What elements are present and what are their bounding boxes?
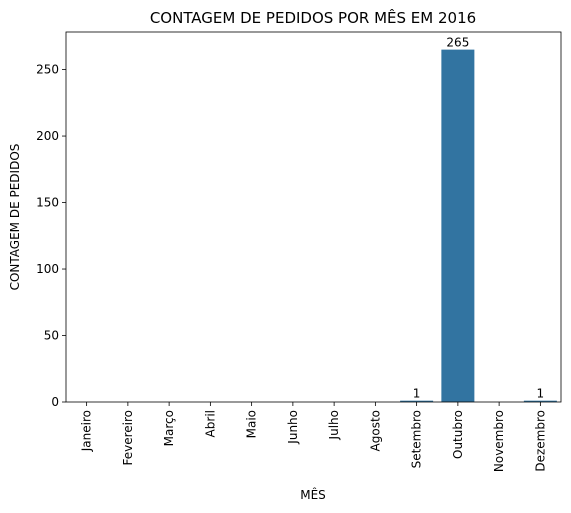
x-tick-label: Janeiro <box>80 410 94 452</box>
y-tick-label: 0 <box>51 395 59 409</box>
y-tick-label: 250 <box>36 63 59 77</box>
data-label-outubro: 265 <box>446 36 469 50</box>
x-tick-label: Maio <box>245 410 259 438</box>
bar-outubro <box>441 49 475 402</box>
y-tick-label: 100 <box>36 262 59 276</box>
bar-setembro <box>400 400 434 402</box>
y-axis-label: CONTAGEM DE PEDIDOS <box>8 144 22 291</box>
data-label-setembro: 1 <box>413 387 421 401</box>
x-tick-label: Fevereiro <box>121 410 135 466</box>
x-tick-label: Março <box>162 410 176 446</box>
x-tick-label: Abril <box>203 410 217 437</box>
x-tick-label: Setembro <box>410 410 424 468</box>
x-tick-label: Outubro <box>451 410 465 459</box>
x-tick-label: Junho <box>286 410 300 445</box>
x-axis-label: MÊS <box>300 487 326 502</box>
x-tick-label: Novembro <box>492 410 506 472</box>
y-tick-label: 150 <box>36 196 59 210</box>
x-tick-label: Dezembro <box>533 410 547 472</box>
bar-dezembro <box>523 400 557 402</box>
y-axis-ticks: 0 50 100 150 200 250 <box>36 63 66 409</box>
plot-frame <box>65 31 562 403</box>
chart-title: CONTAGEM DE PEDIDOS POR MÊS EM 2016 <box>150 8 476 27</box>
data-label-dezembro: 1 <box>537 387 545 401</box>
bars-group <box>400 49 557 402</box>
x-tick-label: Julho <box>327 410 341 440</box>
y-tick-label: 50 <box>44 329 59 343</box>
x-tick-label: Agosto <box>368 410 382 451</box>
data-labels-group: 1 265 1 <box>413 36 544 401</box>
x-axis-ticks: Janeiro Fevereiro Março Abril Maio Junho Julho… <box>80 402 547 472</box>
y-tick-label: 200 <box>36 129 59 143</box>
